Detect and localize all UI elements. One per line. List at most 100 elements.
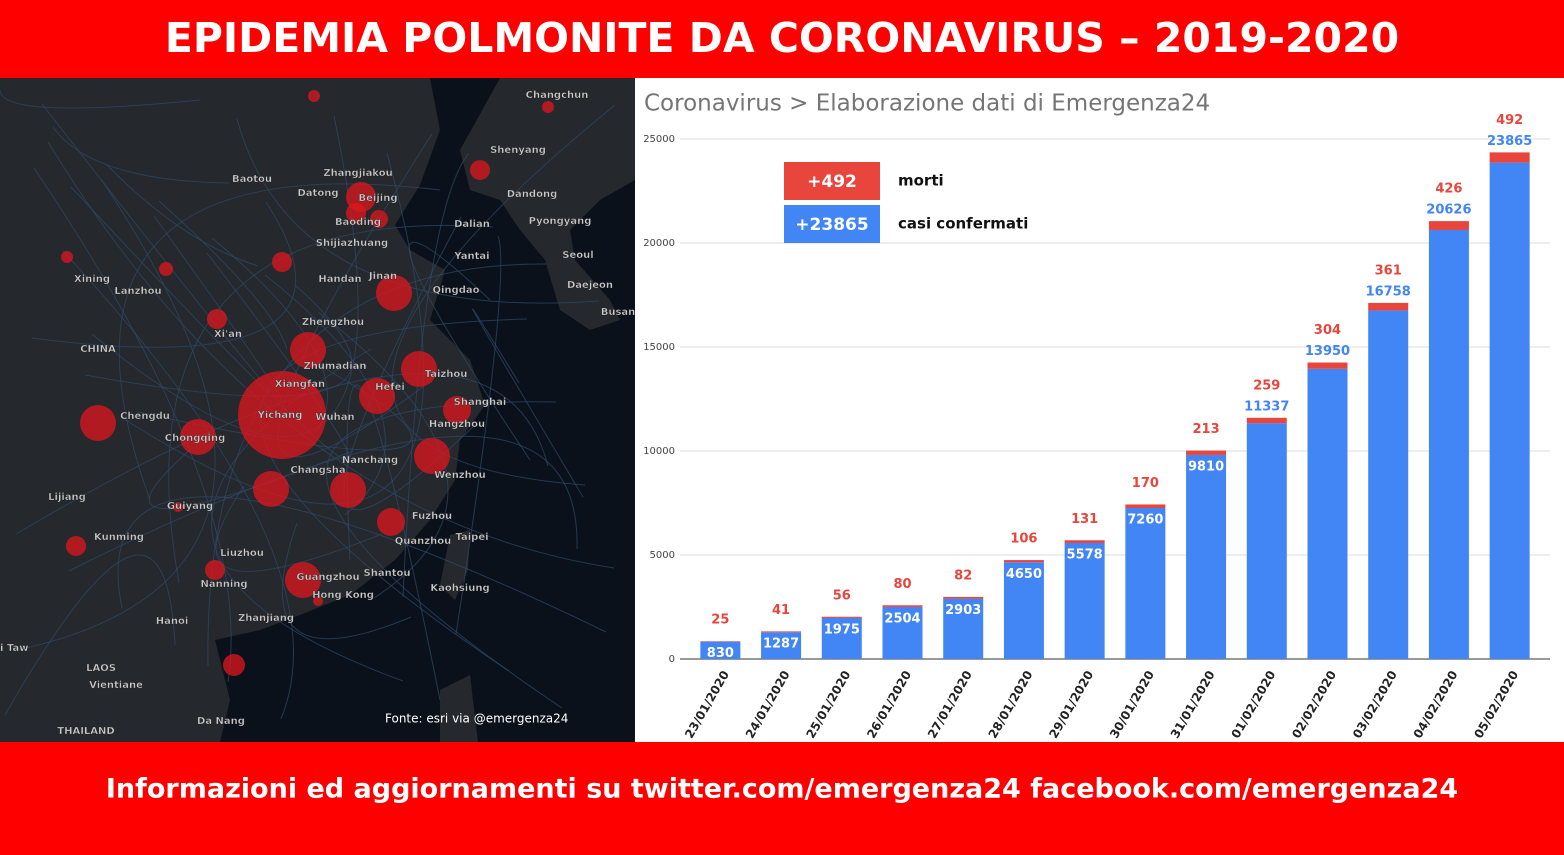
bar-segment <box>700 641 741 642</box>
map-label: Quanzhou <box>395 536 451 547</box>
map-label: Fuzhou <box>412 511 452 522</box>
map-road <box>70 186 350 462</box>
map-road <box>4 554 176 716</box>
map-bubble <box>66 536 86 556</box>
map-label: Yichang <box>257 410 303 421</box>
bar-segment <box>700 641 741 659</box>
map-road <box>317 311 449 599</box>
map-bubble <box>61 251 73 263</box>
bar-segment <box>1246 417 1287 424</box>
map-label: Kunming <box>94 532 144 543</box>
map-label: Wenzhou <box>434 470 486 481</box>
map-label: LAOS <box>86 663 116 674</box>
map-road <box>391 104 616 486</box>
legend-swatch <box>784 162 880 200</box>
map-bubble <box>285 562 321 598</box>
y-tick-label: 5000 <box>650 550 675 561</box>
bar-segment <box>1489 162 1530 659</box>
value-label: 361 <box>1375 263 1402 278</box>
value-label: 213 <box>1193 422 1220 437</box>
map-label: THAILAND <box>57 726 114 737</box>
value-label: 25 <box>711 613 729 628</box>
value-label: 830 <box>707 646 734 661</box>
bar-segment <box>1186 454 1227 659</box>
map-bubble <box>313 596 323 606</box>
value-label: 2504 <box>884 611 920 626</box>
bar-segment <box>1307 368 1348 659</box>
map-road <box>117 496 607 633</box>
legend-label: casi confermati <box>898 215 1028 233</box>
map-label: Jinan <box>368 271 397 282</box>
value-label: 106 <box>1010 532 1037 547</box>
map-label: Zhengzhou <box>302 317 364 328</box>
map-bubble <box>159 262 173 276</box>
map-road <box>402 152 470 598</box>
legend-value: +492 <box>807 172 857 192</box>
map-label: Hanoi <box>156 616 189 627</box>
bar-segment <box>1125 504 1166 508</box>
map-label: Guiyang <box>167 501 213 512</box>
value-label: 304 <box>1314 323 1341 338</box>
header-band <box>0 0 1564 78</box>
map-bubble <box>443 396 471 424</box>
value-label: 7260 <box>1127 512 1163 527</box>
map-label: Dandong <box>507 189 557 200</box>
bar-segment <box>1368 302 1409 311</box>
value-label: 1287 <box>763 637 799 652</box>
map-label: CHINA <box>80 344 116 355</box>
bar-segment <box>1186 450 1227 455</box>
map-bubble <box>180 419 216 455</box>
value-label: 131 <box>1071 512 1098 527</box>
bar-segment <box>882 605 923 607</box>
map-label: Daejeon <box>567 280 613 291</box>
map-label: Changsha <box>290 465 345 476</box>
map-bubble <box>376 275 412 311</box>
map-road <box>326 401 563 709</box>
map-road <box>33 167 232 683</box>
value-label: 23865 <box>1487 134 1532 149</box>
map-label: Xining <box>74 274 110 285</box>
legend-swatch <box>784 205 880 243</box>
map-label: Changchun <box>526 90 589 101</box>
map-road <box>15 373 549 535</box>
map-bubble <box>377 508 405 536</box>
header-title: EPIDEMIA POLMONITE DA CORONAVIRUS – 2019… <box>165 14 1399 62</box>
map-bubble <box>330 472 366 508</box>
map-bubble <box>205 560 225 580</box>
map-bubble <box>308 90 320 102</box>
map-bubble <box>470 160 490 180</box>
map-label: Seoul <box>562 250 593 261</box>
value-label: 492 <box>1496 113 1523 128</box>
map-bubble <box>542 101 554 113</box>
value-label: 426 <box>1435 182 1462 197</box>
map-label: Qingdao <box>433 285 480 296</box>
map-label: Busan <box>601 307 636 318</box>
bar-segment <box>821 616 862 618</box>
map-label: Shanghai <box>454 397 507 408</box>
map-land <box>440 530 470 600</box>
value-label: 1975 <box>824 622 860 637</box>
map-road <box>158 200 288 350</box>
map-label: Hong Kong <box>312 590 374 601</box>
map-label: Xi'an <box>214 329 242 340</box>
map-label: Datong <box>298 188 339 199</box>
map-label: Dalian <box>454 219 490 230</box>
map-label: Kaohsiung <box>430 583 489 594</box>
map-label: Zhangjiakou <box>323 168 392 179</box>
map-label: Shenyang <box>490 145 546 156</box>
value-label: 5578 <box>1067 547 1103 562</box>
y-tick-label: 10000 <box>643 446 675 457</box>
map-road <box>62 250 294 720</box>
map-label: Pyongyang <box>529 216 592 227</box>
map-bubble <box>80 405 116 441</box>
y-tick-label: 25000 <box>643 134 675 145</box>
map-bubble <box>401 351 437 387</box>
map-label: Shijiazhuang <box>316 238 388 249</box>
map-road <box>0 89 201 109</box>
chart-title: Coronavirus > Elaborazione dati di Emerg… <box>644 91 1210 117</box>
map-label: Shantou <box>364 568 411 579</box>
y-tick-label: 20000 <box>643 238 675 249</box>
map-label: Nanning <box>200 579 247 590</box>
map-land <box>460 78 635 330</box>
value-label: 4650 <box>1006 567 1042 582</box>
